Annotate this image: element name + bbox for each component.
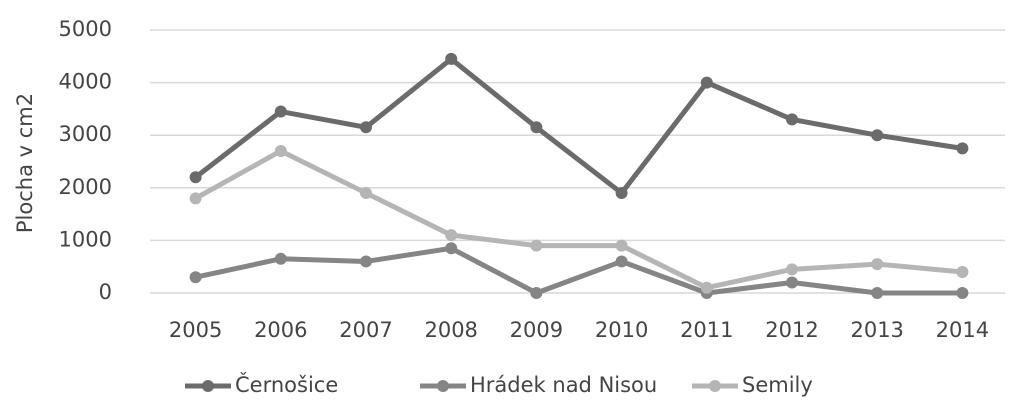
x-tick-label: 2007 [339,318,392,342]
data-point [871,258,884,271]
series-line [194,148,963,291]
legend-marker [437,380,449,392]
data-point [530,121,543,134]
data-point [786,113,798,126]
data-point [189,192,202,205]
data-point [956,142,969,155]
y-tick-label: 0 [99,280,112,304]
y-tick-label: 1000 [59,227,112,251]
series-line [194,56,963,196]
y-tick-label: 5000 [59,17,112,41]
data-point [786,276,798,289]
data-point [871,129,884,142]
data-point [615,187,628,200]
x-tick-label: 2014 [936,318,989,342]
x-tick-label: 2013 [850,318,903,342]
data-point [360,255,372,268]
y-tick-label: 3000 [59,122,112,146]
legend-marker [709,380,721,392]
x-tick-label: 2005 [169,318,222,342]
y-axis-label: Plocha v cm2 [13,93,37,233]
y-tick-label: 4000 [59,70,112,94]
data-point [956,287,969,299]
x-tick-label: 2009 [510,318,563,342]
data-point [445,229,458,242]
data-point [615,239,628,252]
legend-label: Hrádek nad Nisou [470,373,657,397]
data-point [274,252,287,265]
x-tick-label: 2008 [424,318,477,342]
data-point [871,287,884,299]
data-point [700,281,713,294]
data-point [530,239,543,252]
data-point [360,121,372,134]
data-point [786,263,798,276]
x-tick-label: 2011 [680,318,733,342]
data-point [956,265,969,278]
legend-label: Semily [742,373,813,397]
x-tick-label: 2006 [254,318,307,342]
series-line [195,245,963,296]
data-point [530,287,543,299]
legend-marker [202,380,214,392]
data-point [189,271,202,284]
data-point [274,105,287,118]
data-point [360,187,372,200]
data-point [189,171,202,184]
x-tick-label: 2010 [595,318,648,342]
data-point [274,144,287,157]
legend-label: Černošice [235,372,338,397]
data-point [445,52,458,65]
x-tick-label: 2012 [765,318,818,342]
data-point [615,255,628,268]
data-point [700,76,713,89]
y-tick-label: 2000 [59,175,112,199]
data-point [445,242,458,255]
